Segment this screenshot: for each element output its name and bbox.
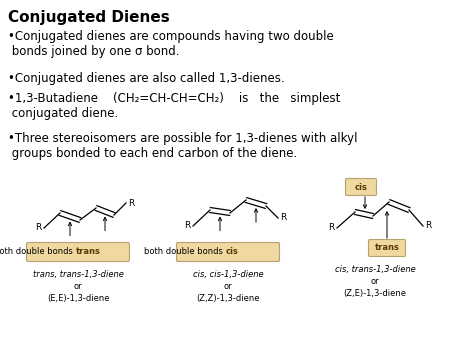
Text: both double bonds: both double bonds [144,247,226,257]
Text: R: R [280,214,286,222]
Text: •Three stereoisomers are possible for 1,3-dienes with alkyl
 groups bonded to ea: •Three stereoisomers are possible for 1,… [8,132,357,160]
Text: (Z,Z)-1,3-diene: (Z,Z)-1,3-diene [196,294,260,303]
Text: R: R [184,221,190,231]
Text: cis: cis [226,247,239,257]
Text: cis, cis-1,3-diene: cis, cis-1,3-diene [193,270,263,279]
Text: trans: trans [76,247,101,257]
Text: R: R [425,221,431,231]
FancyBboxPatch shape [346,178,377,195]
FancyBboxPatch shape [176,242,279,262]
Text: or: or [224,282,232,291]
FancyBboxPatch shape [27,242,130,262]
Text: cis, trans-1,3-diene: cis, trans-1,3-diene [335,265,415,274]
Text: (E,E)-1,3-diene: (E,E)-1,3-diene [47,294,109,303]
Text: (Z,E)-1,3-diene: (Z,E)-1,3-diene [343,289,406,298]
Text: trans, trans-1,3-diene: trans, trans-1,3-diene [32,270,123,279]
Text: both double bonds: both double bonds [0,247,76,257]
Text: •Conjugated dienes are compounds having two double
 bonds joined by one σ bond.: •Conjugated dienes are compounds having … [8,30,334,58]
FancyBboxPatch shape [369,240,405,257]
Text: R: R [128,198,134,208]
Text: cis: cis [355,183,368,192]
Text: •Conjugated dienes are also called 1,3-dienes.: •Conjugated dienes are also called 1,3-d… [8,72,284,85]
Text: or: or [74,282,82,291]
Text: Conjugated Dienes: Conjugated Dienes [8,10,170,25]
Text: R: R [328,223,334,233]
Text: or: or [371,277,379,286]
Text: •1,3-Butadiene    (CH₂=CH-CH=CH₂)    is   the   simplest
 conjugated diene.: •1,3-Butadiene (CH₂=CH-CH=CH₂) is the si… [8,92,340,120]
Text: trans: trans [374,243,400,252]
Text: R: R [35,223,41,233]
